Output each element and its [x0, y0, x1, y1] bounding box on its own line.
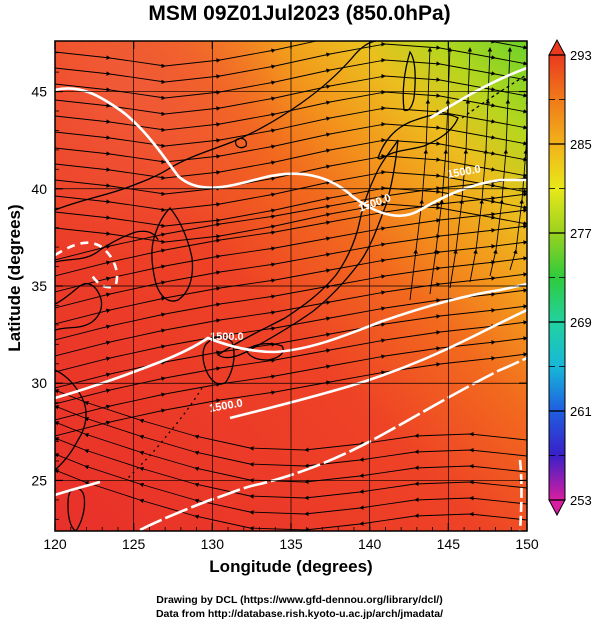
credit-data: Data from http://database.rish.kyoto-u.a…	[155, 608, 444, 620]
colorbar-ticks: 293 285 277 269 261 253	[549, 48, 592, 508]
contour-6	[429, 66, 527, 120]
lat-lon-grid	[55, 41, 527, 531]
coastline-asia-mainland	[55, 41, 377, 211]
height-contours	[55, 66, 527, 531]
colorbar-tick-label: 269	[570, 315, 592, 330]
colorbar-tick-label: 293	[570, 48, 592, 63]
x-tick-label: 150	[515, 536, 539, 552]
contour-2	[55, 241, 119, 289]
coastline-japan-shikoku	[245, 343, 284, 361]
colorbar: 293 285 277 269 261 253	[548, 38, 592, 517]
coastline-sado	[234, 137, 248, 149]
credit-drawing: Drawing by DCL (https://www.gfd-dennou.o…	[156, 594, 443, 606]
streamline	[509, 47, 527, 271]
y-tick-label: 35	[31, 278, 47, 294]
x-tick-label: 125	[122, 536, 146, 552]
contour-label: 1500.0	[208, 397, 243, 415]
streamline	[55, 469, 527, 531]
wind-streamlines	[55, 41, 527, 531]
figure-title: MSM 09Z01Jul2023 (850.0hPa)	[148, 2, 451, 25]
coastline-japan-honshu	[216, 139, 399, 359]
x-axis-title: Longitude (degrees)	[209, 557, 373, 576]
contour-3	[55, 282, 527, 400]
colorbar-tick-label: 253	[570, 493, 592, 508]
latitude-axis: 25 30 35 40 45	[31, 52, 527, 520]
coastline-japan-kyushu	[202, 336, 235, 385]
colorbar-max-arrow	[548, 38, 566, 56]
x-tick-label: 135	[279, 536, 303, 552]
x-tick-label: 145	[437, 536, 461, 552]
longitude-axis: 120 125 130 135 140 145 150	[43, 41, 539, 552]
contour-4	[139, 356, 527, 531]
colorbar-tick-label: 261	[570, 404, 592, 419]
x-tick-label: 120	[43, 536, 67, 552]
coastline-japan-hokkaido	[377, 113, 459, 160]
contour-label: 1500.0	[446, 163, 481, 181]
x-tick-label: 130	[201, 536, 225, 552]
y-tick-label: 40	[31, 181, 47, 197]
x-tick-label: 140	[358, 536, 382, 552]
colorbar-min-arrow	[548, 499, 566, 517]
y-tick-label: 25	[31, 472, 47, 488]
y-axis-title: Latitude (degrees)	[5, 204, 24, 352]
contour-5	[55, 308, 527, 497]
coastline-korea	[151, 207, 194, 302]
y-tick-label: 45	[31, 84, 47, 100]
y-tick-label: 30	[31, 375, 47, 391]
coastline-taiwan	[67, 487, 86, 531]
colorbar-tick-label: 277	[570, 226, 592, 241]
coastline-sakhalin	[402, 50, 416, 112]
contour-label: 1500.0	[210, 331, 244, 343]
contour-1	[55, 87, 527, 217]
colorbar-tick-label: 285	[570, 137, 592, 152]
contour-7	[518, 459, 523, 531]
